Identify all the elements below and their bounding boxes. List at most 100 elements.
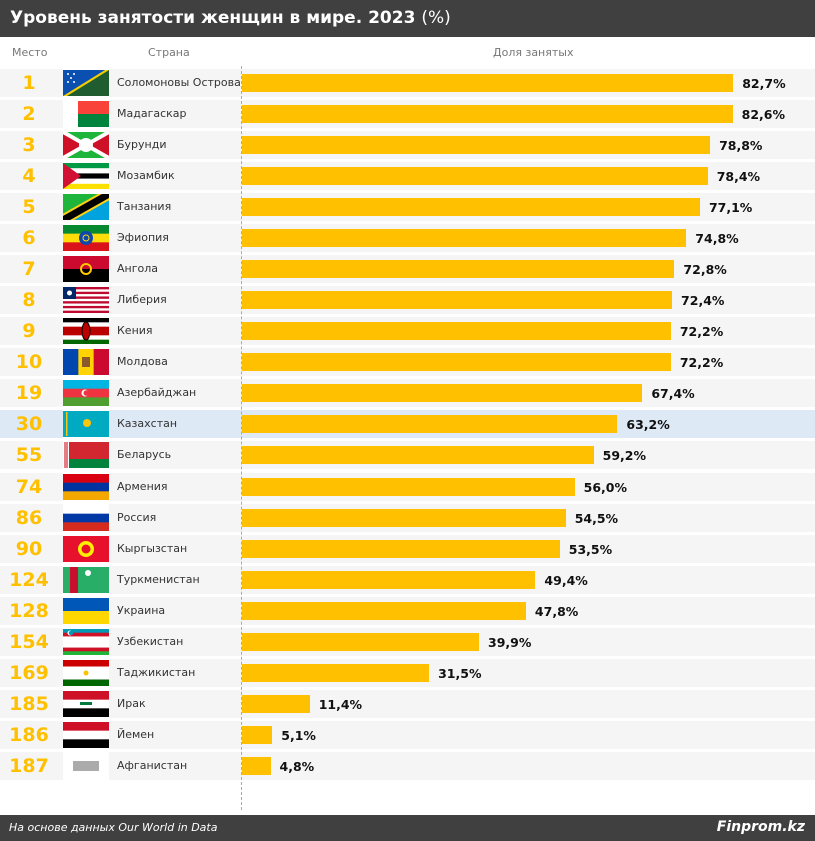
value-label: 53,5%: [568, 541, 613, 557]
bar: [242, 105, 733, 124]
table-row: 4 Мозамбик 78,4%: [0, 162, 815, 191]
bar: [242, 353, 671, 372]
table-row: 185 Ирак 11,4%: [0, 689, 815, 718]
value-label: 63,2%: [626, 417, 670, 433]
value-label: 67,4%: [651, 386, 695, 402]
table-row: 19 Азербайджан 67,4%: [0, 379, 815, 408]
value-label: 31,5%: [438, 665, 482, 681]
rank-label: 124: [9, 568, 49, 591]
flag-solomon-icon: [63, 69, 109, 97]
flag-ukraine-icon: [63, 596, 109, 625]
flag-ethiopia-icon: [63, 224, 109, 253]
axis-baseline: [241, 66, 242, 810]
country-label: Кения: [117, 324, 153, 338]
bar: [242, 539, 560, 558]
rank-label: 86: [15, 506, 43, 529]
value-label: 72,4%: [681, 293, 725, 309]
flag-iraq-icon: [63, 689, 109, 718]
table-row: 1 Соломоновы Острова 82,7%: [0, 69, 815, 97]
bar: [242, 415, 618, 434]
table-row: 10 Молдова 72,2%: [0, 348, 815, 377]
header-share: Доля занятых: [493, 46, 574, 59]
country-label: Танзания: [117, 200, 172, 214]
bar: [242, 756, 271, 775]
table-row: 90 Кыргызстан 53,5%: [0, 534, 815, 563]
footer: На основе данных Our World in Data Finpr…: [0, 815, 815, 841]
rank-label: 154: [9, 630, 49, 653]
table-row: 187 Афганистан 4,8%: [0, 751, 815, 780]
country-label: Азербайджан: [117, 386, 197, 400]
table-row: 8 Либерия 72,4%: [0, 286, 815, 315]
table-row: 74 Армения 56,0%: [0, 472, 815, 501]
bar: [242, 384, 643, 403]
table-row: 55 Беларусь 59,2%: [0, 441, 815, 470]
rank-label: 5: [22, 196, 36, 219]
bar: [242, 694, 310, 713]
rank-label: 3: [22, 134, 36, 157]
value-label: 74,8%: [695, 231, 739, 247]
bar: [242, 260, 675, 279]
country-label: Ирак: [117, 696, 146, 710]
flag-uzbekistan-icon: [63, 627, 109, 656]
table-row: 30 Казахстан 63,2%: [0, 410, 815, 439]
rank-label: 30: [15, 413, 43, 436]
country-label: Соломоновы Острова: [117, 76, 241, 89]
value-label: 47,8%: [534, 603, 579, 619]
flag-kenya-icon: [63, 317, 109, 346]
rank-label: 90: [15, 537, 43, 560]
rank-label: 8: [22, 289, 36, 312]
bar: [242, 508, 566, 527]
value-label: 5,1%: [281, 727, 316, 743]
value-label: 59,2%: [602, 448, 647, 464]
rank-label: 4: [22, 165, 36, 188]
flag-madagascar-icon: [63, 100, 109, 129]
rank-label: 169: [9, 661, 49, 684]
flag-angola-icon: [63, 255, 109, 284]
value-label: 72,2%: [679, 324, 724, 340]
rank-label: 9: [22, 320, 36, 343]
rank-label: 1: [22, 72, 36, 94]
country-label: Армения: [117, 479, 168, 493]
value-label: 78,4%: [716, 169, 761, 185]
country-label: Таджикистан: [117, 665, 196, 679]
country-label: Узбекистан: [117, 634, 184, 648]
header-rank: Место: [12, 46, 48, 59]
country-label: Казахстан: [117, 417, 178, 431]
brand-logo: Finprom.kz: [716, 819, 805, 835]
table-row: 6 Эфиопия 74,8%: [0, 224, 815, 253]
bar: [242, 725, 273, 744]
flag-kazakhstan-icon: [63, 410, 109, 439]
value-label: 78,8%: [719, 138, 763, 154]
country-label: Кыргызстан: [117, 541, 188, 555]
country-label: Либерия: [117, 293, 167, 307]
country-label: Эфиопия: [117, 231, 169, 245]
country-label: Украина: [117, 603, 166, 617]
flag-armenia-icon: [63, 472, 109, 501]
country-label: Туркменистан: [117, 572, 200, 586]
country-label: Мадагаскар: [117, 107, 187, 121]
bar: [242, 570, 536, 589]
table-row: 154 Узбекистан 39,9%: [0, 627, 815, 656]
value-label: 11,4%: [318, 696, 363, 712]
flag-belarus-icon: [63, 441, 109, 470]
bar: [242, 446, 594, 465]
country-label: Бурунди: [117, 138, 167, 152]
flag-yemen-icon: [63, 720, 109, 749]
value-label: 4,8%: [279, 758, 315, 774]
chart-title: Уровень занятости женщин в мире. 2023 (%…: [10, 8, 451, 28]
rank-label: 7: [22, 258, 36, 281]
value-label: 77,1%: [708, 200, 753, 216]
value-label: 82,6%: [741, 107, 786, 123]
value-label: 56,0%: [583, 479, 627, 495]
flag-liberia-icon: [63, 286, 109, 315]
bar: [242, 322, 671, 341]
bar: [242, 229, 687, 248]
flag-russia-icon: [63, 503, 109, 532]
header-country: Страна: [148, 46, 190, 59]
table-row: 169 Таджикистан 31,5%: [0, 658, 815, 687]
bar: [242, 632, 479, 651]
value-label: 49,4%: [544, 572, 588, 588]
value-label: 82,7%: [742, 76, 786, 91]
flag-turkmenistan-icon: [63, 565, 109, 594]
